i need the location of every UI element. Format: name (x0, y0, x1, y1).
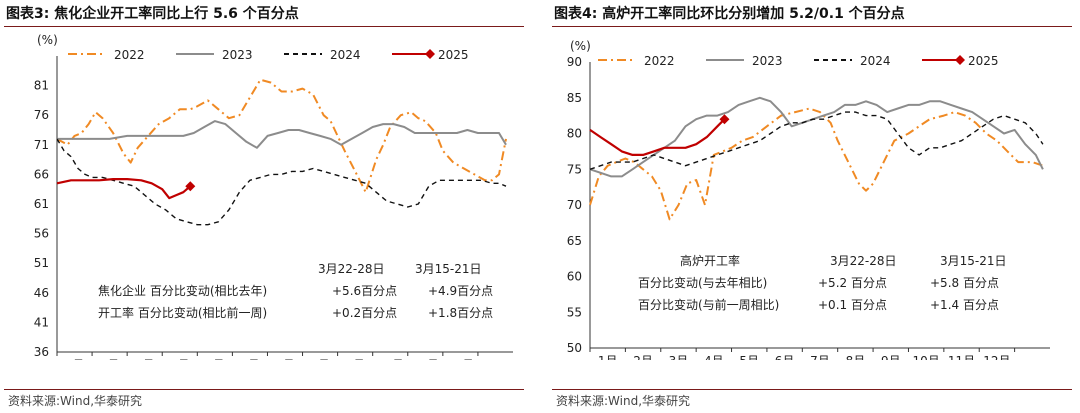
x-tick-label: 7月 (275, 358, 295, 360)
x-tick-label: 10月 (913, 354, 940, 360)
source-note: 资料来源:Wind,华泰研究 (556, 394, 691, 408)
legend-marker-2025 (955, 55, 965, 65)
title-rule (4, 26, 524, 27)
x-tick-label: 6月 (775, 354, 795, 360)
x-tick-label: 4月 (704, 354, 724, 360)
y-tick-label: 66 (34, 167, 49, 181)
series-line-2025 (56, 178, 192, 200)
x-tick-label: 6月 (240, 358, 260, 360)
source-rule (4, 389, 524, 390)
y-tick-label: 56 (34, 227, 49, 241)
legend-label-2024: 2024 (330, 48, 361, 62)
coke-utilization-chart: (%) 36 41 46 51 56 61 66 71 76 81 1月 2月 3月 4月 5月 6月 7月 8月 9… (34, 33, 513, 360)
series-line-2022 (589, 107, 1044, 221)
annotation-row-label: 开工率 百分比变动(相比前一周) (98, 305, 267, 320)
x-tick-label: 5月 (739, 354, 759, 360)
annotation-value: +0.1 百分点 (818, 298, 887, 312)
legend-label-2025: 2025 (968, 54, 999, 68)
x-tick-label: 7月 (810, 354, 830, 360)
annotation-value: +1.8百分点 (428, 306, 493, 320)
annotation-title: 高炉开工率 (680, 253, 740, 268)
series-line-2024 (56, 138, 507, 226)
x-tick-label: 11月 (412, 358, 439, 360)
x-tick-label: 5月 (205, 358, 225, 360)
annotation-col-header: 3月22-28日 (318, 262, 385, 276)
legend-label-2025: 2025 (438, 48, 469, 62)
annotation-value: +5.2 百分点 (818, 276, 887, 290)
series-line-2023 (57, 120, 507, 149)
annotation-value: +5.8 百分点 (930, 276, 999, 290)
y-tick-label: 75 (567, 162, 582, 176)
source-rule (552, 389, 1072, 390)
series-line-2022 (56, 78, 507, 194)
y-tick-label: 46 (34, 286, 49, 300)
y-tick-label: 60 (567, 270, 582, 284)
annotation-col-header: 3月15-21日 (940, 254, 1007, 268)
annotation-row-label: 百分比变动(与前一周相比) (638, 297, 779, 312)
annotation-value: +5.6百分点 (332, 284, 397, 298)
series-line-2025 (589, 118, 726, 157)
x-tick-label: 4月 (170, 358, 190, 360)
x-tick-label: 9月 (345, 358, 365, 360)
annotation-value: +0.2百分点 (332, 306, 397, 320)
series-line-2023 (589, 96, 1044, 178)
annotation-value: +4.9百分点 (428, 284, 493, 298)
legend-label-2022: 2022 (644, 54, 675, 68)
series-marker-2025 (719, 114, 730, 125)
source-note: 资料来源:Wind,华泰研究 (8, 394, 143, 408)
y-tick-label: 61 (34, 197, 49, 211)
legend-label-2023: 2023 (222, 48, 253, 62)
y-unit-label: (%) (37, 33, 58, 47)
x-tick-label: 1月 (598, 354, 618, 360)
series-marker-2025 (185, 181, 196, 192)
y-tick-label: 80 (567, 127, 582, 141)
legend-label-2024: 2024 (860, 54, 891, 68)
x-tick-label: 12月 (983, 354, 1010, 360)
x-tick-label: 3月 (669, 354, 689, 360)
title-rule (552, 26, 1072, 27)
x-tick-label: 8月 (846, 354, 866, 360)
x-tick-label: 3月 (135, 358, 155, 360)
y-tick-label: 51 (34, 256, 49, 270)
annotation-col-header: 3月22-28日 (830, 254, 897, 268)
legend-label-2023: 2023 (752, 54, 783, 68)
x-tick-label: 2月 (633, 354, 653, 360)
y-tick-label: 41 (34, 315, 49, 329)
y-tick-label: 55 (567, 305, 582, 319)
x-tick-label: 2月 (100, 358, 120, 360)
x-tick-label: 11月 (948, 354, 975, 360)
y-tick-label: 81 (34, 79, 49, 93)
chart-title: 图表3: 焦化企业开工率同比上行 5.6 个百分点 (6, 6, 299, 22)
y-tick-label: 36 (34, 345, 49, 359)
legend-label-2022: 2022 (114, 48, 145, 62)
x-tick-label: 9月 (881, 354, 901, 360)
y-tick-label: 50 (567, 341, 582, 355)
x-tick-label: 12月 (447, 358, 474, 360)
y-tick-label: 70 (567, 198, 582, 212)
x-tick-label: 8月 (310, 358, 330, 360)
chart-title: 图表4: 高炉开工率同比环比分别增加 5.2/0.1 个百分点 (554, 6, 905, 22)
series-line-2024 (589, 111, 1044, 170)
chart-panel-3: 图表3: 焦化企业开工率同比上行 5.6 个百分点 (%) 36 41 46 51 56 6… (0, 0, 530, 413)
legend-marker-2025 (425, 49, 435, 59)
x-tick-label: 10月 (377, 358, 404, 360)
chart-panel-4: 图表4: 高炉开工率同比环比分别增加 5.2/0.1 个百分点 (%) 50 55 6… (548, 0, 1078, 413)
y-unit-label: (%) (570, 39, 591, 53)
annotation-value: +1.4 百分点 (930, 298, 999, 312)
y-tick-label: 85 (567, 91, 582, 105)
annotation-col-header: 3月15-21日 (415, 262, 482, 276)
y-tick-label: 71 (34, 138, 49, 152)
y-tick-label: 76 (34, 108, 49, 122)
x-tick-label: 1月 (65, 358, 85, 360)
blast-furnace-utilization-chart: (%) 50 55 60 65 70 75 80 85 90 1月 2月 3月 4月 5月 6月 7月 8月 9月 1… (567, 39, 1050, 360)
annotation-row-label: 百分比变动(与去年相比) (638, 275, 767, 290)
annotation-row-label: 焦化企业 百分比变动(相比去年) (98, 283, 267, 298)
y-tick-label: 90 (567, 55, 582, 69)
y-tick-label: 65 (567, 234, 582, 248)
